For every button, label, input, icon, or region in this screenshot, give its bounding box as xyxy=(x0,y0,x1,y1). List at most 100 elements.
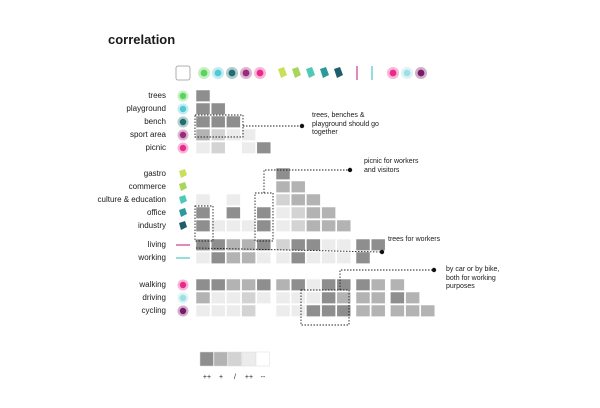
heatmap-cell xyxy=(241,278,256,291)
heatmap-cell xyxy=(355,291,371,304)
heatmap-cell xyxy=(241,180,256,193)
heatmap-cell xyxy=(370,278,386,291)
heatmap-cell xyxy=(195,304,211,317)
heatmap-cell xyxy=(290,238,306,251)
driving-circle-icon xyxy=(177,292,189,304)
row-label: driving xyxy=(142,293,166,302)
heatmap-cell xyxy=(306,206,321,219)
heatmap-cell xyxy=(195,102,211,115)
heatmap-cell xyxy=(390,291,405,304)
annotation-dot-trees xyxy=(299,123,305,129)
heatmap-cell xyxy=(195,291,211,304)
annotation-text: picnic for workers and visitors xyxy=(364,158,419,174)
heatmap-cell xyxy=(241,304,256,317)
picnic-circle-icon xyxy=(177,142,189,154)
heatmap-cell xyxy=(370,291,386,304)
heatmap-cell xyxy=(226,278,241,291)
annotation-text: trees for workers xyxy=(388,236,441,243)
legend-label: -- xyxy=(260,374,266,381)
heatmap-cell xyxy=(210,193,226,206)
heatmap-cell xyxy=(355,251,371,264)
heatmap-cell xyxy=(370,304,386,317)
heatmap-cell xyxy=(226,291,241,304)
heatmap-cell xyxy=(321,206,336,219)
heatmap-cell xyxy=(226,193,241,206)
annotation-leader-picnic xyxy=(263,169,348,193)
commerce-icon xyxy=(292,67,301,78)
row-label: gastro xyxy=(143,169,166,178)
heatmap-cell xyxy=(355,238,371,251)
heatmap-cell xyxy=(195,219,211,232)
heatmap-cell xyxy=(275,193,291,206)
heatmap-cell xyxy=(210,102,226,115)
heatmap-cell xyxy=(370,251,386,264)
row-label: picnic xyxy=(145,143,166,152)
playground-circle-icon xyxy=(212,67,224,79)
heatmap-cell xyxy=(336,291,352,304)
heatmap-cell xyxy=(241,167,256,180)
heatmap-cell xyxy=(195,278,211,291)
heatmap-cell xyxy=(226,251,241,264)
heatmap-cell xyxy=(275,238,291,251)
heatmap-cell xyxy=(256,206,272,219)
heatmap-cell xyxy=(355,278,371,291)
heatmap-cell xyxy=(275,206,291,219)
heatmap-cell xyxy=(405,291,420,304)
heatmap-cell xyxy=(241,141,256,154)
row-label: trees xyxy=(148,91,166,100)
heatmap-cell xyxy=(306,278,321,291)
legend-swatch xyxy=(255,351,270,367)
heatmap-cell xyxy=(210,238,226,251)
heatmap-cell xyxy=(195,128,211,141)
heatmap-cell xyxy=(256,193,272,206)
heatmap-cell xyxy=(336,278,352,291)
heatmap-cell xyxy=(336,219,352,232)
row-label: culture & education xyxy=(97,195,167,204)
heatmap-cell xyxy=(275,180,291,193)
trees-circle-icon xyxy=(177,90,189,102)
chart-title: correlation xyxy=(108,32,176,47)
annotation-leader-trees-workers xyxy=(195,247,381,253)
heatmap-cell xyxy=(355,304,371,317)
gastro-icon xyxy=(179,169,187,178)
heatmap-cell xyxy=(336,251,352,264)
heatmap-cell xyxy=(290,278,306,291)
legend-swatch xyxy=(199,351,214,367)
heatmap-cell xyxy=(195,89,211,102)
annotation-dot-trees-workers xyxy=(379,249,385,255)
row-label: cycling xyxy=(141,306,166,315)
heatmap-cell xyxy=(321,291,336,304)
sport-area-circle-icon xyxy=(240,67,252,79)
heatmap-cell xyxy=(405,304,420,317)
heatmap-cell xyxy=(290,180,306,193)
annotation-text: by car or by bike, both for working purp… xyxy=(446,266,500,290)
heatmap-cell xyxy=(370,238,386,251)
heatmap-cell xyxy=(306,219,321,232)
heatmap-cell xyxy=(256,291,272,304)
cycling-circle-icon xyxy=(415,67,427,79)
heatmap-cell xyxy=(210,180,226,193)
heatmap-cell xyxy=(321,219,336,232)
heatmap-cell xyxy=(226,180,241,193)
heatmap-cell xyxy=(226,304,241,317)
row-label: commerce xyxy=(128,182,166,191)
heatmap-cell xyxy=(210,141,226,154)
heatmap-cell xyxy=(336,304,352,317)
legend-swatch xyxy=(241,351,256,367)
heatmap-cell xyxy=(275,304,291,317)
industry-icon xyxy=(179,221,187,230)
heatmap-cell xyxy=(390,304,405,317)
heatmap-cell xyxy=(195,167,211,180)
heatmap-cell xyxy=(195,206,211,219)
heatmap-cell xyxy=(306,304,321,317)
heatmap-cell xyxy=(195,251,211,264)
heatmap-cell xyxy=(290,291,306,304)
culture-education-icon xyxy=(179,195,187,204)
heatmap-cell xyxy=(210,219,226,232)
heatmap-cell xyxy=(256,238,272,251)
row-label: bench xyxy=(144,117,166,126)
annotation-dot-picnic xyxy=(347,167,353,173)
office-icon xyxy=(320,67,329,78)
legend-swatch xyxy=(227,351,242,367)
